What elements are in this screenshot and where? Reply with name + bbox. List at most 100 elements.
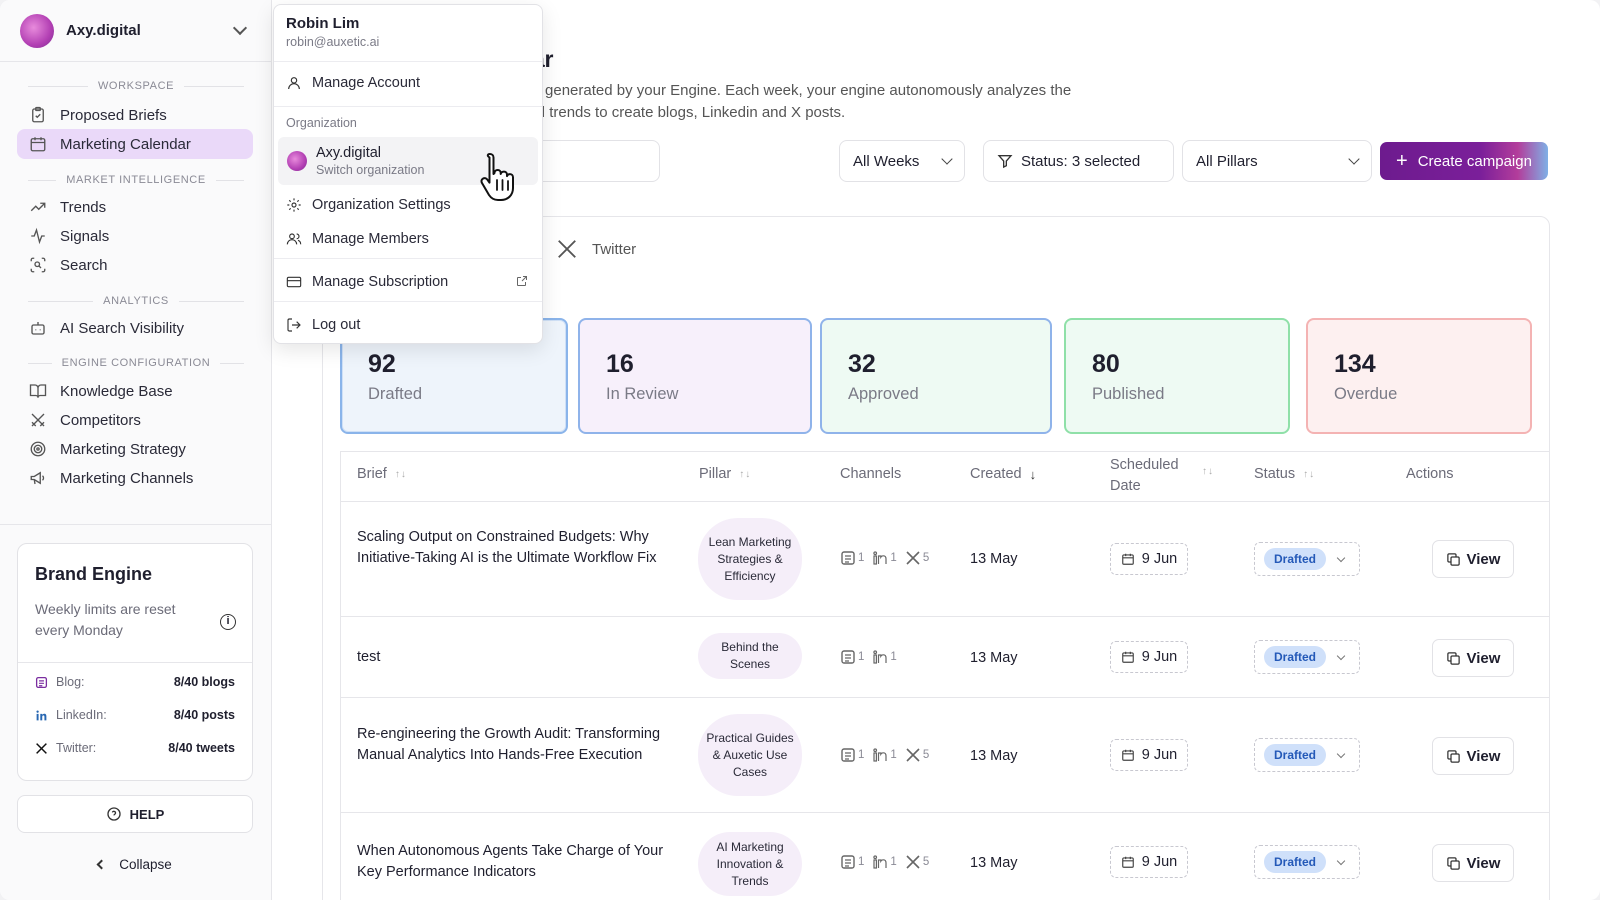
org-logo xyxy=(20,13,54,48)
sidebar-item-competitors[interactable]: Competitors xyxy=(17,405,253,435)
count: 1 xyxy=(890,856,897,868)
user-name: Robin Lim xyxy=(286,15,360,32)
collapse-button[interactable]: Collapse xyxy=(17,852,253,876)
view-button[interactable]: View xyxy=(1432,737,1514,775)
menu-item-manage-subscription[interactable]: Manage Subscription xyxy=(286,274,448,290)
stat-label: Approved xyxy=(848,385,919,403)
row-divider xyxy=(340,812,1550,813)
sidebar-item-ai-search-visibility[interactable]: AI Search Visibility xyxy=(17,313,253,343)
view-label: View xyxy=(1466,747,1501,765)
sidebar-item-label: Knowledge Base xyxy=(60,382,173,400)
org-switcher[interactable]: Axy.digital xyxy=(0,0,271,62)
column-header-scheduled[interactable]: Scheduled Date xyxy=(1110,455,1179,497)
sidebar-item-knowledge-base[interactable]: Knowledge Base xyxy=(17,376,253,406)
tab-twitter[interactable]: Twitter xyxy=(556,238,636,260)
limit-row-blog: Blog: 8/40 blogs xyxy=(35,675,235,689)
table-divider xyxy=(340,501,1550,502)
scheduled-sort[interactable]: ↑↓ xyxy=(1194,466,1214,477)
blog-count: 1 xyxy=(840,747,864,763)
scheduled-date[interactable]: 9 Jun xyxy=(1110,739,1188,771)
status-filter[interactable]: Status: 3 selected xyxy=(983,140,1174,182)
scheduled-date[interactable]: 9 Jun xyxy=(1110,543,1188,575)
column-header-actions: Actions xyxy=(1406,466,1454,482)
pillars-filter[interactable]: All Pillars xyxy=(1182,140,1372,182)
status-select[interactable]: Drafted xyxy=(1254,738,1360,772)
sidebar-item-marketing-channels[interactable]: Marketing Channels xyxy=(17,463,253,493)
credit-card-icon xyxy=(286,276,302,288)
sidebar-item-search[interactable]: Search xyxy=(17,250,253,280)
sort-desc-icon: ↓ xyxy=(1029,466,1038,482)
column-header-created[interactable]: Created ↓ xyxy=(970,466,1037,482)
sidebar-item-signals[interactable]: Signals xyxy=(17,221,253,251)
scheduled-date[interactable]: 9 Jun xyxy=(1110,641,1188,673)
channels-cell: 1 1 xyxy=(840,649,905,665)
org-item-name: Axy.digital xyxy=(316,145,382,161)
copy-icon xyxy=(1446,749,1460,763)
user-icon xyxy=(288,77,300,90)
info-icon[interactable]: i xyxy=(220,614,236,630)
menu-item-label: Log out xyxy=(312,317,361,333)
pillar-badge: Practical Guides & Auxetic Use Cases xyxy=(698,714,802,796)
chevron-down-icon xyxy=(941,153,953,165)
stat-card-overdue[interactable]: 134 Overdue xyxy=(1306,318,1532,434)
filter-icon xyxy=(997,155,1013,169)
create-campaign-button[interactable]: + Create campaign xyxy=(1380,142,1548,180)
help-button[interactable]: HELP xyxy=(17,795,253,833)
sidebar-item-label: Signals xyxy=(60,227,110,245)
menu-item-manage-members[interactable]: Manage Members xyxy=(286,231,429,247)
status-select[interactable]: Drafted xyxy=(1254,640,1360,674)
calendar-icon xyxy=(30,137,46,152)
view-button[interactable]: View xyxy=(1432,639,1514,677)
view-button[interactable]: View xyxy=(1432,844,1514,882)
limit-row-linkedin: LinkedIn: 8/40 posts xyxy=(35,708,235,722)
stat-value: 80 xyxy=(1092,350,1120,378)
sidebar-item-marketing-calendar[interactable]: Marketing Calendar xyxy=(17,129,253,159)
activity-icon xyxy=(31,227,45,245)
weeks-filter[interactable]: All Weeks xyxy=(839,140,965,182)
main-content: ar ent generated by your Engine. Each we… xyxy=(272,0,1600,900)
brief-title[interactable]: When Autonomous Agents Take Charge of Yo… xyxy=(357,843,664,880)
chevron-left-icon xyxy=(96,859,107,869)
sidebar-item-label: Marketing Calendar xyxy=(60,135,191,153)
view-label: View xyxy=(1466,649,1501,667)
sidebar-item-label: Proposed Briefs xyxy=(60,106,167,124)
chevron-down-icon xyxy=(1336,553,1346,562)
scheduled-text: 9 Jun xyxy=(1141,854,1178,870)
count: 1 xyxy=(858,552,865,564)
sidebar-item-marketing-strategy[interactable]: Marketing Strategy xyxy=(17,434,253,464)
status-badge: Drafted xyxy=(1264,548,1327,570)
status-select[interactable]: Drafted xyxy=(1254,845,1360,879)
stat-card-published[interactable]: 80 Published xyxy=(1064,318,1290,434)
limit-value: 8/40 posts xyxy=(173,708,235,722)
sidebar: Axy.digital WORKSPACE Proposed Briefs Ma… xyxy=(0,0,272,900)
briefs-table xyxy=(340,451,1550,900)
stat-label: In Review xyxy=(606,385,679,403)
menu-item-manage-account[interactable]: Manage Account xyxy=(286,75,420,91)
brief-title[interactable]: test xyxy=(357,649,381,665)
stat-card-in-review[interactable]: 16 In Review xyxy=(578,318,812,434)
column-header-brief[interactable]: Brief ↑↓ xyxy=(357,466,407,482)
column-header-pillar[interactable]: Pillar ↑↓ xyxy=(699,466,751,482)
menu-item-log-out[interactable]: Log out xyxy=(286,317,360,333)
count: 1 xyxy=(858,856,865,868)
swords-icon xyxy=(31,413,45,427)
brief-title[interactable]: Re-engineering the Growth Audit: Transfo… xyxy=(357,726,661,763)
section-market-intelligence: MARKET INTELLIGENCE xyxy=(28,174,244,186)
view-button[interactable]: View xyxy=(1432,540,1514,578)
description-line: and trends to create blogs, Linkedin and… xyxy=(520,104,846,121)
x-logo-icon xyxy=(906,551,920,565)
limit-label: Twitter: xyxy=(56,741,97,755)
sidebar-item-label: Marketing Strategy xyxy=(60,440,186,458)
stat-card-approved[interactable]: 32 Approved xyxy=(820,318,1052,434)
menu-item-organization-settings[interactable]: Organization Settings xyxy=(286,197,451,213)
org-logo xyxy=(287,151,307,171)
count: 1 xyxy=(890,651,897,663)
sidebar-item-trends[interactable]: Trends xyxy=(17,192,253,222)
sidebar-item-proposed-briefs[interactable]: Proposed Briefs xyxy=(17,100,253,130)
collapse-label: Collapse xyxy=(119,856,172,872)
column-header-status[interactable]: Status ↑↓ xyxy=(1254,466,1315,482)
brief-title[interactable]: Scaling Output on Constrained Budgets: W… xyxy=(357,529,657,566)
external-link-icon xyxy=(517,276,527,286)
status-select[interactable]: Drafted xyxy=(1254,542,1360,576)
scheduled-date[interactable]: 9 Jun xyxy=(1110,846,1188,878)
